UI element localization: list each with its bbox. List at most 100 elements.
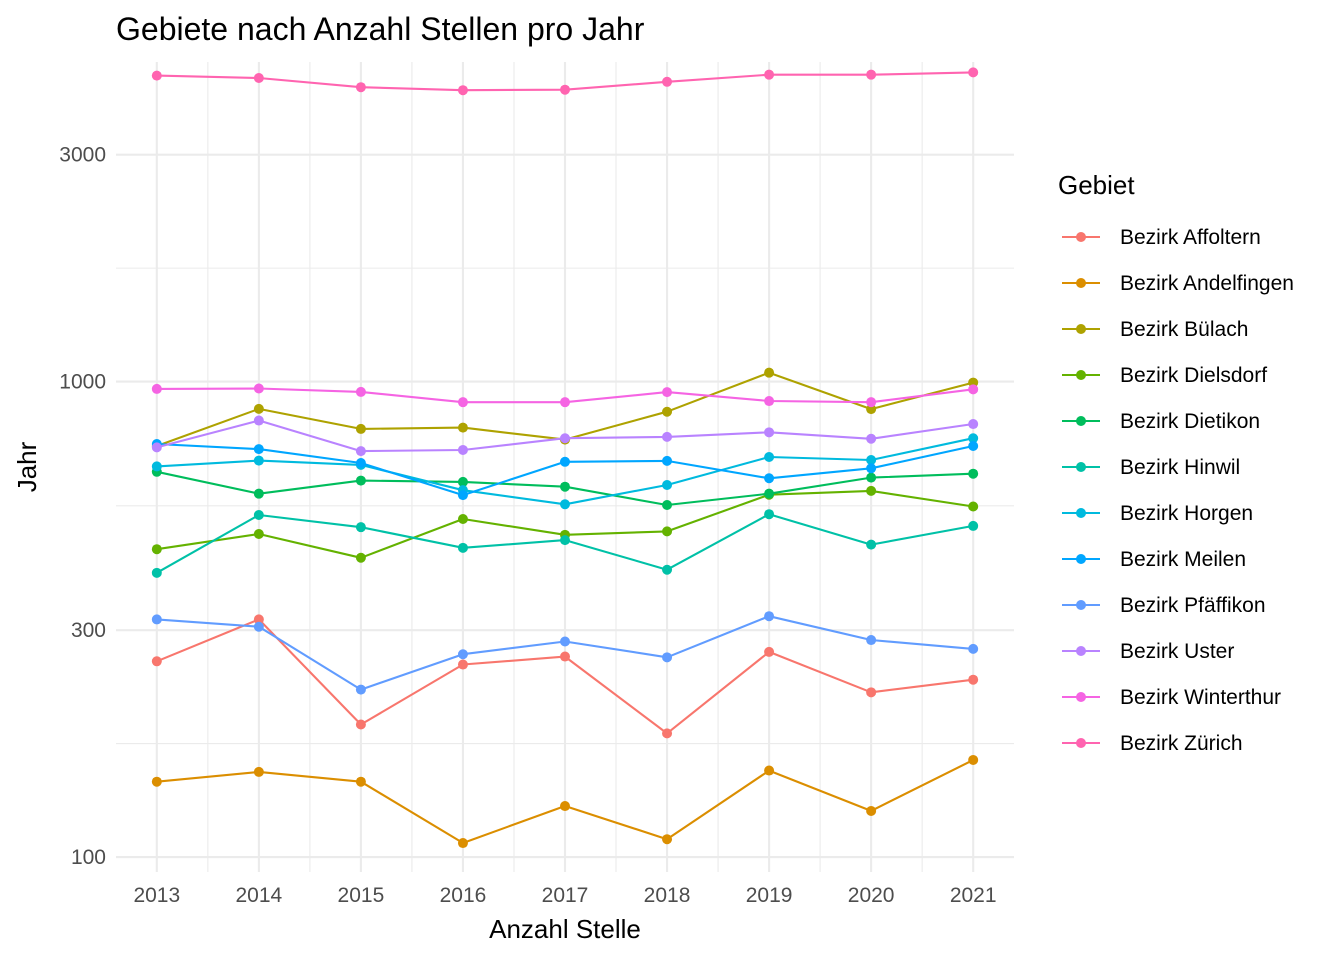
data-point [866,433,877,444]
legend-item: Bezirk Affoltern [1062,226,1261,249]
data-point [457,513,468,524]
data-point [866,454,877,465]
data-point [662,387,673,398]
data-point [253,528,264,539]
data-point [355,475,366,486]
x-axis-ticks: 2013 2014 2015 2016 2017 2018 2019 2020 2021 [133,884,996,907]
data-point [662,564,673,575]
data-point [355,522,366,533]
data-point [560,481,570,492]
data-point [457,397,468,408]
data-point [866,687,877,698]
data-point [151,70,162,81]
data-point [764,451,775,462]
data-point [457,476,468,487]
data-point [968,520,979,531]
x-tick-label: 2017 [542,884,589,907]
data-point [866,485,877,496]
legend-key-point [1076,600,1086,610]
data-point [866,404,877,415]
legend-label: Bezirk Uster [1120,640,1234,663]
legend-item: Bezirk Winterthur [1062,686,1281,709]
data-point [560,456,570,467]
data-point [151,656,162,667]
legend-item: Bezirk Pfäffikon [1062,594,1266,617]
legend-key-point [1076,554,1086,564]
legend-key-point [1076,370,1086,380]
series-12 [151,67,979,96]
data-point [253,444,264,455]
data-point [866,69,877,80]
y-tick-label: 300 [71,619,106,642]
y-tick-label: 1000 [59,371,106,394]
x-tick-label: 2018 [644,884,691,907]
data-point [253,383,264,394]
data-point [457,649,468,660]
data-point [560,801,570,812]
data-point [355,386,366,397]
data-point [968,67,979,78]
data-point [764,611,775,622]
data-point [866,463,877,474]
data-point [866,472,877,483]
legend-label: Bezirk Dietikon [1120,410,1260,433]
series-1 [151,614,979,739]
data-point [968,433,979,444]
data-point [151,383,162,394]
data-point [457,85,468,96]
data-point [662,479,673,490]
legend-key-point [1076,646,1086,656]
data-point [560,535,570,546]
legend-key-point [1076,508,1086,518]
data-point [457,542,468,553]
data-point [764,473,775,484]
x-tick-label: 2019 [746,884,793,907]
data-point [253,766,264,777]
data-point [355,446,366,457]
legend-label: Bezirk Hinwil [1120,456,1240,479]
y-axis-ticks: 100 300 1000 3000 [59,144,106,869]
data-point [457,444,468,455]
data-point [968,643,979,654]
legend-key-point [1076,738,1086,748]
data-point [560,499,570,510]
chart-title: Gebiete nach Anzahl Stellen pro Jahr [116,11,645,47]
data-point [560,84,570,95]
series-10 [151,415,979,457]
data-point [151,567,162,578]
series-5 [151,466,979,511]
y-tick-label: 3000 [59,144,106,167]
data-point [968,468,979,479]
data-point [253,614,264,625]
data-point [151,442,162,453]
data-point [764,765,775,776]
data-point [355,719,366,730]
data-point [764,646,775,657]
data-point [866,635,877,646]
data-point [662,76,673,87]
data-point [355,82,366,93]
series-layer [151,67,979,849]
data-point [662,728,673,739]
data-point [560,433,570,444]
data-point [253,455,264,466]
x-tick-label: 2013 [133,884,180,907]
legend-title: Gebiet [1058,170,1135,200]
series-11 [151,383,979,408]
data-point [968,419,979,430]
data-point [968,384,979,395]
data-point [764,396,775,407]
legend-item: Bezirk Zürich [1062,732,1243,755]
data-point [764,509,775,520]
data-point [253,488,264,499]
legend-key-point [1076,462,1086,472]
y-tick-label: 100 [71,846,106,869]
data-point [764,488,775,499]
data-point [355,776,366,787]
legend-item: Bezirk Uster [1062,640,1234,663]
data-point [662,455,673,466]
data-point [560,651,570,662]
data-point [662,834,673,845]
legend-key-point [1076,692,1086,702]
legend-label: Bezirk Meilen [1120,548,1246,571]
